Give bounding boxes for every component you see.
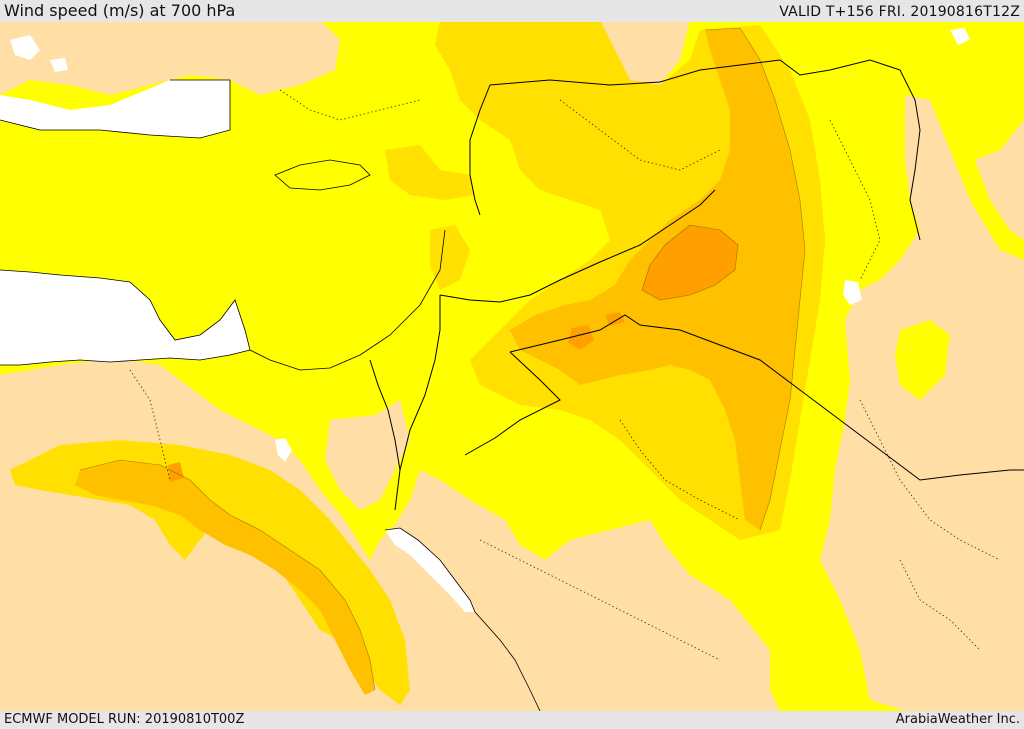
calm-zone-sudan	[0, 570, 380, 711]
persian-gulf-fragment	[843, 280, 862, 305]
contour-line-core	[704, 27, 806, 531]
map-canvas	[0, 22, 1024, 711]
calm-zone-sinai	[325, 400, 410, 510]
wind-band-3-egypt	[75, 460, 375, 695]
wind-band-2-cyprus-east	[385, 145, 475, 200]
black-sea-fragment	[0, 80, 230, 138]
yellow-pocket-gulf	[895, 320, 950, 400]
coast-egypt	[0, 349, 251, 366]
coast-black-sea	[0, 79, 231, 139]
wind-band-2-egypt	[10, 440, 410, 705]
contour-line-egypt	[79, 459, 376, 691]
coast-med	[0, 229, 446, 371]
province-border-3	[479, 539, 721, 661]
province-border-1	[559, 99, 721, 171]
border-syria-iraq	[509, 314, 1024, 481]
calm-zone-zagros	[820, 95, 1024, 711]
province-border-6	[829, 119, 881, 281]
caspian-fragment	[950, 28, 970, 45]
province-border-5	[129, 369, 171, 481]
calm-zone-north-anatolia	[0, 22, 340, 95]
wind-band-2-lebanon	[430, 225, 470, 290]
wind-band-4-core	[642, 225, 738, 300]
valid-time: VALID T+156 FRI. 20190816T12Z	[779, 4, 1020, 20]
red-sea-north	[385, 528, 475, 612]
wind-band-4-spot-3	[168, 462, 184, 482]
border-turkey-east	[469, 84, 491, 216]
coast-cyprus	[274, 159, 371, 191]
province-border-2	[619, 419, 741, 521]
contour-line-core-2	[641, 224, 739, 301]
credit: ArabiaWeather Inc.	[895, 712, 1020, 727]
border-iraq-jordan	[464, 351, 561, 456]
gulf-of-suez	[275, 438, 292, 462]
aegean-islands	[10, 35, 68, 72]
wind-speed-map[interactable]	[0, 22, 1024, 711]
footer-bar: ECMWF MODEL RUN: 20190810T00Z ArabiaWeat…	[0, 711, 1024, 729]
wind-band-4-spot	[568, 325, 594, 350]
province-border-4	[859, 399, 1001, 561]
header-bar: Wind speed (m/s) at 700 hPa VALID T+156 …	[0, 0, 1024, 22]
border-iraq-east	[779, 59, 921, 241]
mediterranean-sea	[0, 270, 250, 365]
border-syria-jordan	[439, 189, 716, 303]
province-border-7	[279, 89, 421, 121]
coast-red-sea	[384, 527, 541, 711]
border-egypt-israel	[369, 359, 401, 471]
calm-zone-aegean-top	[601, 22, 690, 85]
calm-zone-egypt-west	[0, 360, 230, 450]
calm-zone-south-east-egypt	[200, 550, 270, 610]
wind-band-4-spot-2	[605, 312, 625, 326]
model-run: ECMWF MODEL RUN: 20190810T00Z	[4, 712, 245, 727]
border-turkey-syria	[489, 59, 781, 86]
map-title: Wind speed (m/s) at 700 hPa	[4, 1, 236, 20]
